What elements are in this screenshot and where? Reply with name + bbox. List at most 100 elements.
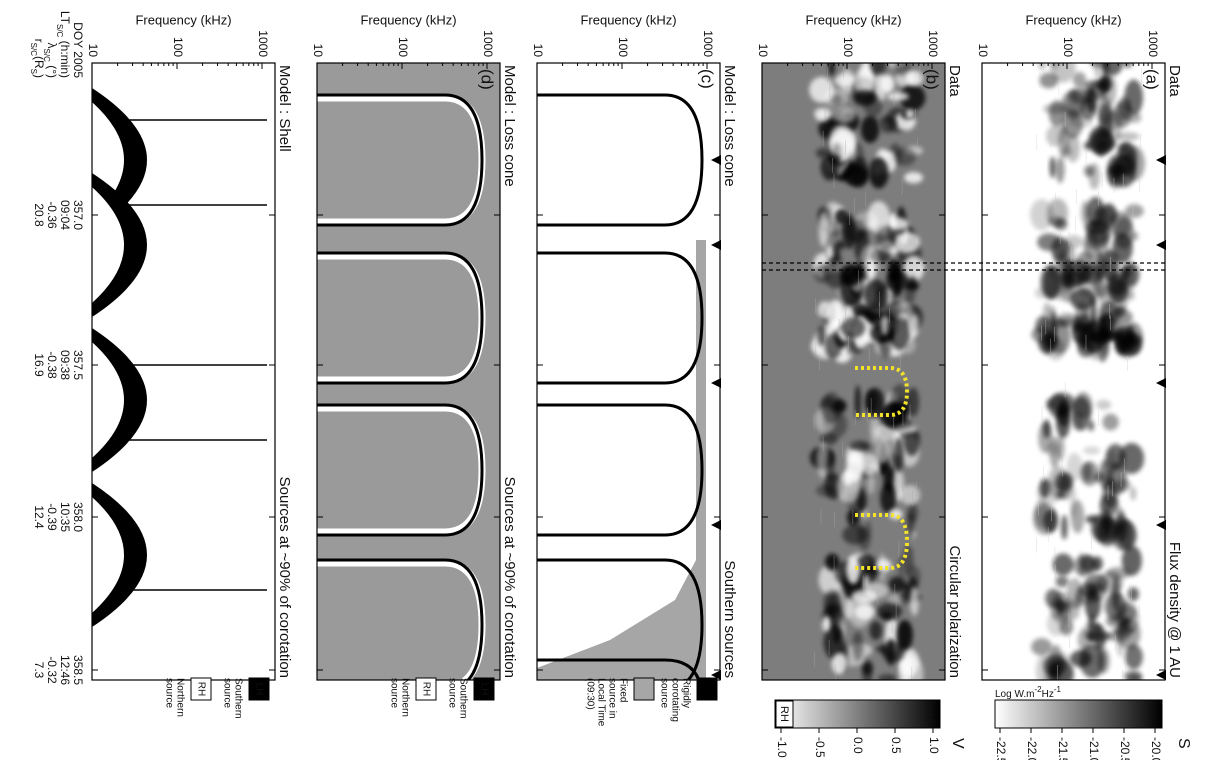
emission [1130, 231, 1139, 241]
emission [1096, 399, 1112, 410]
event-marker [1156, 520, 1166, 530]
colorbar-tick-label: -20.5 [1118, 737, 1132, 760]
colorbar-end-label: LH [923, 707, 935, 721]
time-row-label: DOY 2005 [71, 22, 85, 78]
emission [1055, 575, 1069, 588]
event-marker [1156, 240, 1166, 250]
emission [860, 115, 880, 144]
emission [1091, 556, 1103, 571]
emission [1109, 211, 1132, 238]
time-tick-label: 358.0 [71, 502, 85, 532]
time-row-label-part: ) [32, 74, 46, 78]
emission [846, 508, 860, 527]
emission [1035, 316, 1050, 336]
time-row-label-part: r [32, 39, 46, 43]
emission [1050, 660, 1058, 679]
emission [862, 575, 870, 590]
emission [1050, 591, 1072, 623]
time-tick-label: 12.4 [32, 505, 46, 529]
legend-box-label: LH [478, 683, 489, 696]
emission [1099, 300, 1120, 328]
emission [1090, 330, 1116, 340]
emission [823, 257, 848, 289]
emission [1047, 466, 1069, 499]
panel-letter: (a) [1143, 69, 1162, 90]
legend-text: source [658, 678, 669, 708]
emission [906, 70, 923, 86]
time-tick-label: -0.39 [45, 503, 59, 531]
emission [1074, 315, 1082, 330]
emission [843, 218, 868, 243]
y-axis-label: Frequency (kHz) [805, 12, 901, 27]
time-row-label-part: S [29, 69, 38, 74]
event-marker [711, 155, 721, 165]
emission [1111, 575, 1120, 611]
emission [1121, 545, 1142, 576]
loss-cone-curve [537, 251, 704, 385]
emission [828, 63, 835, 76]
emission [870, 63, 887, 76]
legend-text: Northern [399, 678, 410, 717]
emission [1115, 479, 1131, 492]
emission [900, 653, 913, 680]
legend-text: (09:30) [584, 678, 595, 710]
emission [1055, 157, 1065, 184]
time-row-label-part: DOY 2005 [71, 22, 85, 78]
event-marker [711, 670, 721, 680]
legend-text: source [163, 678, 174, 708]
legend-box-label: LH [253, 683, 264, 696]
emission [1070, 650, 1092, 668]
legend-text: Local Time [595, 678, 606, 727]
loss-cone-curve [317, 251, 484, 385]
emission [1049, 156, 1056, 179]
emission [834, 74, 856, 87]
y-tick-label: 100 [1061, 37, 1075, 57]
shell-inner [92, 497, 124, 613]
legend-text: source [446, 678, 457, 708]
colorbar-tick-label: -20.0 [1149, 737, 1163, 760]
event-marker [711, 378, 721, 388]
loss-cone-curve [317, 93, 484, 227]
emission [875, 438, 891, 464]
emission [1074, 595, 1085, 608]
emission [878, 116, 898, 133]
time-row-label-part: (°) [45, 62, 59, 78]
colorbar-tick-label: 1.0 [927, 737, 941, 754]
shell-inner [92, 342, 124, 458]
emission [823, 589, 842, 616]
emission [1029, 198, 1054, 231]
emission [1072, 71, 1087, 88]
colorbar-unit-part: Hz [1042, 689, 1054, 700]
emission [1108, 280, 1127, 295]
emission [825, 553, 840, 571]
time-tick-label: 358.5 [71, 655, 85, 685]
time-tick-label: -0.36 [45, 201, 59, 229]
colorbar-label: V [949, 738, 966, 749]
loss-cone-curve [537, 93, 704, 227]
emission [843, 469, 854, 486]
emission [903, 425, 920, 456]
colorbar-unit-part: Log W.m [995, 689, 1034, 700]
legend-box-label: RH [195, 682, 206, 696]
emission [894, 147, 916, 166]
colorbar-unit-part: -1 [1054, 685, 1062, 694]
time-tick-label: -0.32 [45, 656, 59, 684]
emission [893, 437, 904, 473]
colorbar-end-label: RH [778, 706, 790, 722]
colorbar [774, 699, 941, 729]
panel-letter: (c) [698, 69, 717, 89]
loss-cone-curve [317, 403, 484, 537]
panel-title-right: Circular polarization [946, 545, 963, 678]
emission [869, 620, 883, 641]
spectrogram [809, 63, 926, 680]
emission [1124, 204, 1144, 218]
emission [888, 402, 909, 416]
legend-box [473, 677, 495, 701]
emission [823, 625, 845, 660]
y-tick-label: 100 [616, 37, 630, 57]
panel-title-left: Model : Loss cone [501, 65, 518, 187]
time-row-label-part: S/C [55, 24, 64, 38]
emission [1087, 420, 1095, 432]
emission [1084, 574, 1109, 593]
emission [1083, 165, 1095, 177]
